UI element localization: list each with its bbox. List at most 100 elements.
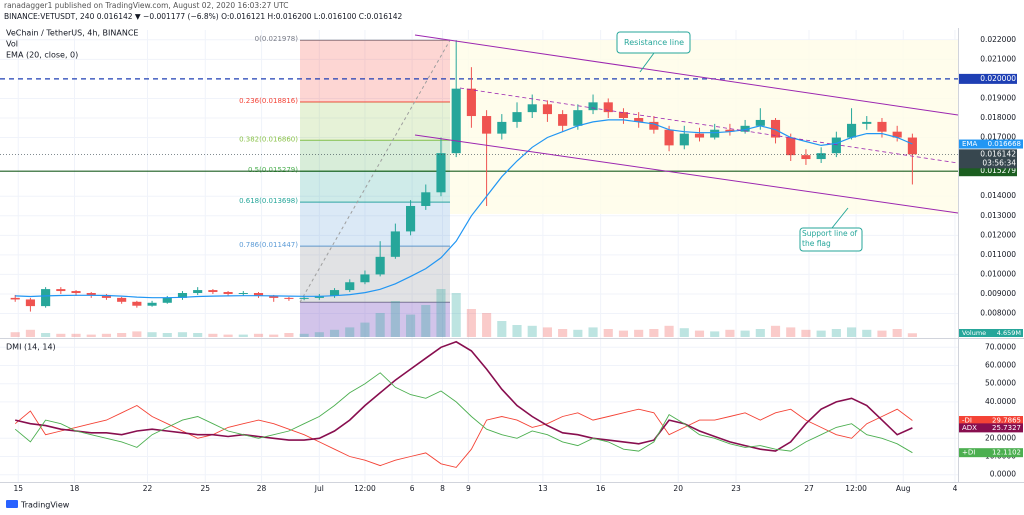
candle-body: [71, 291, 81, 294]
publisher: ranadagger1 published on TradingView.com…: [4, 1, 289, 10]
price-label-box: [959, 166, 1017, 177]
resistance-line: [414, 34, 959, 116]
candle-body: [253, 293, 264, 296]
volume-bar: [208, 333, 218, 337]
volume-bar: [679, 328, 689, 337]
volume-bar: [162, 333, 172, 337]
ema-name: EMA: [962, 140, 977, 148]
candle-body: [406, 205, 416, 232]
volume-bar: [664, 325, 674, 337]
volume-bar: [710, 331, 720, 337]
volume-bar: [284, 333, 294, 337]
volume-bar: [603, 329, 613, 337]
callout-box: [616, 31, 691, 54]
candle-body: [862, 121, 872, 124]
candle-body: [558, 114, 568, 126]
candle-body: [41, 289, 51, 307]
last-price: 0.016142: [980, 149, 1016, 158]
fib-zone: [300, 40, 450, 103]
price-pane: [0, 40, 958, 312]
candle-body: [755, 119, 765, 126]
volume-bar: [41, 333, 51, 337]
volume-bar: [375, 313, 385, 337]
y-tick-label: 0.012000: [980, 230, 1016, 239]
y-tick-label: 0.009000: [980, 289, 1016, 298]
x-tick-label: 16: [596, 484, 606, 493]
y-tick-label: 20.0000: [985, 433, 1016, 442]
volume-name: Volume: [962, 329, 986, 337]
x-tick-label: 8: [440, 484, 445, 493]
volume-bar: [177, 332, 188, 337]
candle-body: [497, 121, 507, 134]
volume-bar: [223, 334, 233, 337]
price-label-box: [959, 73, 1017, 84]
volume-bar: [482, 313, 492, 337]
x-tick-label: 20: [673, 484, 683, 493]
fib-zone: [300, 302, 450, 337]
x-tick-label: 23: [731, 484, 741, 493]
volume-bar: [132, 331, 142, 337]
volume-bar: [299, 333, 309, 337]
candle-body: [877, 121, 887, 132]
dmi-line: [14, 372, 913, 454]
volume-bar: [147, 332, 157, 337]
candle-body: [649, 121, 659, 130]
volume-bar: [56, 333, 66, 337]
candle-body: [101, 294, 112, 298]
candle-body: [634, 117, 644, 122]
candle-body: [710, 129, 720, 138]
volume-bar: [527, 325, 537, 337]
volume-box: [959, 329, 1023, 337]
price-box: [959, 149, 1017, 169]
fib-label: 0.5(0.015279): [248, 166, 298, 174]
y-tick-label: 0.022000: [980, 35, 1016, 44]
price-label: 0.020000: [980, 74, 1016, 83]
candle-body: [86, 293, 96, 295]
legend-entry: ADX: [962, 424, 977, 432]
candle-body: [147, 302, 157, 306]
candle-body: [512, 112, 522, 122]
volume-bar: [71, 333, 81, 337]
x-tick-label: 27: [804, 484, 814, 493]
value-label: 25.7327: [992, 424, 1021, 432]
legend-entry: EMA (20, close, 0): [6, 51, 78, 60]
callout-line: [831, 207, 849, 229]
x-tick-label: 12:00: [845, 484, 867, 493]
fib-label: 0.236(0.018816): [239, 97, 298, 105]
candle-body: [740, 125, 750, 132]
volume-bar: [588, 327, 598, 337]
fib-zone: [300, 140, 450, 172]
x-tick-label: 22: [143, 484, 153, 493]
candle-body: [451, 88, 461, 154]
volume-bar: [649, 329, 659, 337]
volume-bar: [740, 330, 750, 337]
candle-body: [542, 104, 552, 115]
candle-body: [618, 112, 629, 118]
candle-body: [269, 295, 279, 298]
candle-body: [193, 290, 203, 294]
candle-body: [299, 297, 309, 299]
candle-body: [436, 153, 446, 193]
volume-bar: [345, 327, 355, 337]
logo: TradingView: [6, 500, 70, 510]
fib-zone: [300, 102, 450, 141]
fib-label: 0.618(0.013698): [239, 197, 298, 205]
volume-bar: [877, 330, 887, 337]
volume-bar: [238, 334, 248, 337]
x-tick-label: 12:00: [354, 484, 376, 493]
volume-bar: [512, 325, 522, 337]
fib-zone: [300, 246, 450, 303]
y-tick-label: 0.014000: [980, 191, 1016, 200]
candle-body: [603, 102, 613, 113]
candle-body: [846, 123, 857, 138]
y-tick-label: 70.0000: [985, 342, 1016, 351]
volume-bar: [907, 333, 917, 337]
volume-bar: [421, 305, 431, 337]
y-tick-label: 0.0000: [990, 470, 1016, 479]
candle-body: [588, 102, 598, 111]
candle-body: [284, 297, 294, 299]
volume-bar: [786, 327, 796, 337]
candle-body: [56, 289, 66, 292]
candle-body: [816, 153, 826, 160]
candle-body: [360, 274, 370, 283]
